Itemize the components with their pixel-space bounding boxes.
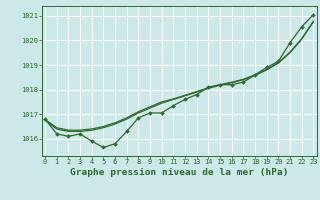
X-axis label: Graphe pression niveau de la mer (hPa): Graphe pression niveau de la mer (hPa) xyxy=(70,168,288,177)
